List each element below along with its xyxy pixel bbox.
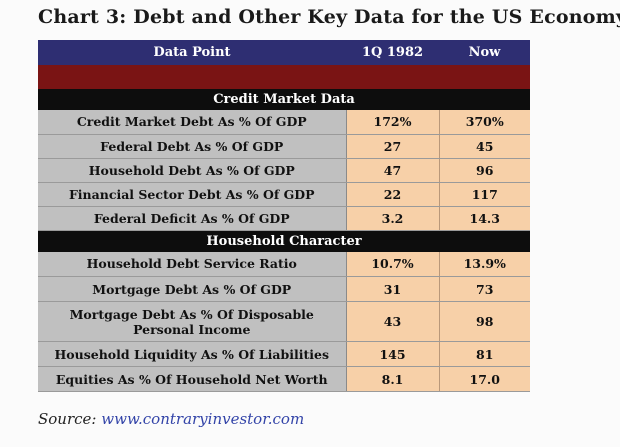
column-header-data-point: Data Point [38,40,346,65]
header-row: Data Point 1Q 1982 Now [38,40,530,65]
section-title: Household Character [38,230,530,252]
table-row: Mortgage Debt As % Of GDP 31 73 [38,276,530,302]
row-label: Financial Sector Debt As % Of GDP [38,182,347,207]
section-header-credit-market-data: Credit Market Data [38,89,530,110]
table-row: Financial Sector Debt As % Of GDP 22 117 [38,182,530,207]
value-1q-1982: 172% [346,110,440,135]
table-row: Credit Market Debt As % Of GDP 172% 370% [38,110,530,135]
row-label: Mortgage Debt As % Of Disposable Persona… [38,301,347,342]
value-1q-1982: 22 [346,182,440,207]
chart-title: Chart 3: Debt and Other Key Data for the… [38,6,620,28]
source-link[interactable]: www.contraryinvestor.com [101,410,305,428]
value-1q-1982: 8.1 [346,366,440,392]
value-now: 98 [439,301,530,342]
table-row: Mortgage Debt As % Of Disposable Persona… [38,301,530,342]
section-header-household-character: Household Character [38,230,530,252]
source-note: Source: www.contraryinvestor.com [38,410,304,428]
column-header-1q-1982: 1Q 1982 [346,40,439,65]
row-label: Federal Deficit As % Of GDP [38,206,347,231]
value-now: 117 [439,182,530,207]
row-label: Household Liquidity As % Of Liabilities [38,341,347,367]
value-now: 45 [439,134,530,159]
table-row: Equities As % Of Household Net Worth 8.1… [38,366,530,392]
section-title: Credit Market Data [38,89,530,110]
maroon-band-cell [38,65,530,89]
value-1q-1982: 145 [346,341,440,367]
column-header-now: Now [439,40,530,65]
maroon-band [38,65,530,89]
value-now: 96 [439,158,530,183]
row-label: Household Debt Service Ratio [38,251,347,277]
value-now: 14.3 [439,206,530,231]
value-now: 370% [439,110,530,135]
value-1q-1982: 10.7% [346,251,440,277]
row-label: Mortgage Debt As % Of GDP [38,276,347,302]
table-row: Federal Deficit As % Of GDP 3.2 14.3 [38,206,530,231]
value-now: 73 [439,276,530,302]
table-row: Household Debt Service Ratio 10.7% 13.9% [38,251,530,277]
value-1q-1982: 43 [346,301,440,342]
value-now: 81 [439,341,530,367]
value-1q-1982: 27 [346,134,440,159]
source-label: Source: [38,410,97,428]
value-now: 13.9% [439,251,530,277]
table-row: Household Debt As % Of GDP 47 96 [38,158,530,183]
row-label: Federal Debt As % Of GDP [38,134,347,159]
row-label: Household Debt As % Of GDP [38,158,347,183]
value-1q-1982: 47 [346,158,440,183]
table-row: Federal Debt As % Of GDP 27 45 [38,134,530,159]
value-1q-1982: 31 [346,276,440,302]
value-1q-1982: 3.2 [346,206,440,231]
value-now: 17.0 [439,366,530,392]
row-label: Equities As % Of Household Net Worth [38,366,347,392]
table-row: Household Liquidity As % Of Liabilities … [38,341,530,367]
row-label: Credit Market Debt As % Of GDP [38,110,347,135]
data-table: Data Point 1Q 1982 Now Credit Market Dat… [38,40,530,392]
